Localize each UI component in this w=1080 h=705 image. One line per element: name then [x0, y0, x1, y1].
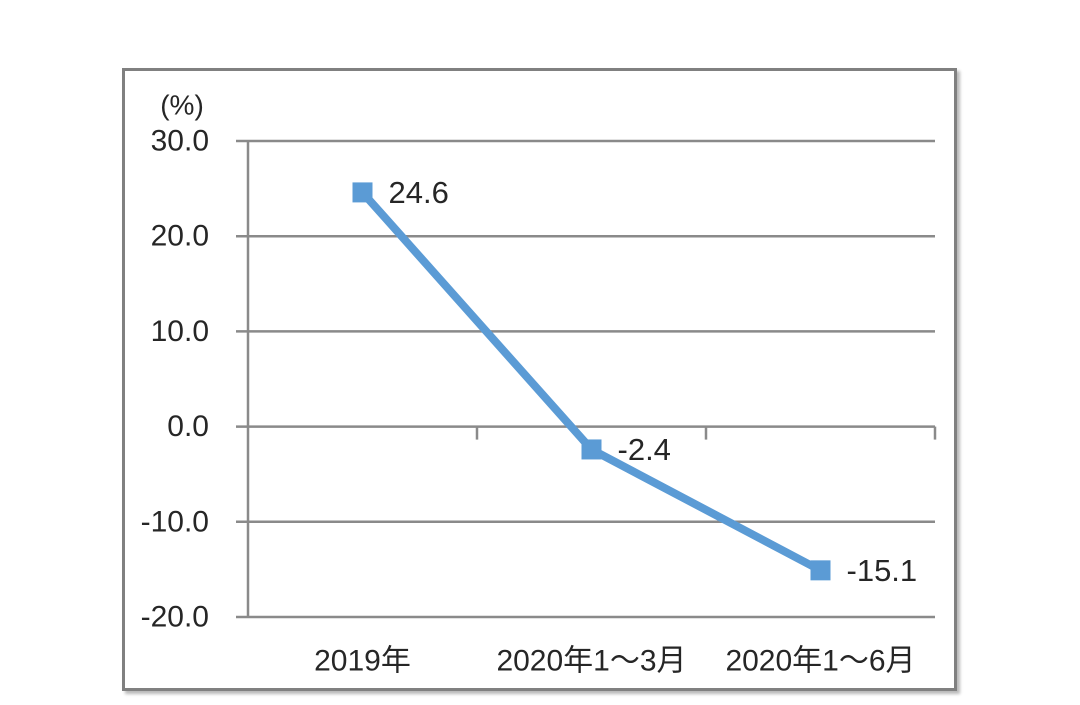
data-point-marker — [352, 182, 373, 203]
y-tick-label: -20.0 — [141, 601, 209, 634]
y-tick-label: -10.0 — [141, 505, 209, 538]
data-point-label: -2.4 — [618, 432, 671, 467]
x-category-label: 2019年 — [314, 645, 411, 678]
data-point-marker — [810, 560, 831, 581]
y-tick-label: 0.0 — [167, 410, 209, 443]
line-chart: 30.0 20.0 10.0 0.0 -10.0 -20.0 (%) 2019年 2020年1～… — [141, 90, 937, 678]
y-tick-label: 20.0 — [151, 220, 209, 253]
y-tick-label: 30.0 — [151, 125, 209, 158]
chart-frame: 30.0 20.0 10.0 0.0 -10.0 -20.0 (%) 2019年 2020年1～… — [122, 68, 957, 691]
x-category-label: 2020年1～3月 — [496, 645, 686, 678]
x-category-label: 2020年1～6月 — [725, 645, 915, 678]
data-point-marker — [581, 439, 602, 460]
y-tick-label: 10.0 — [151, 315, 209, 348]
series-line — [358, 188, 825, 575]
data-point-label: -15.1 — [847, 553, 918, 588]
y-axis-unit-label: (%) — [160, 90, 204, 121]
data-point-label: 24.6 — [389, 175, 449, 210]
